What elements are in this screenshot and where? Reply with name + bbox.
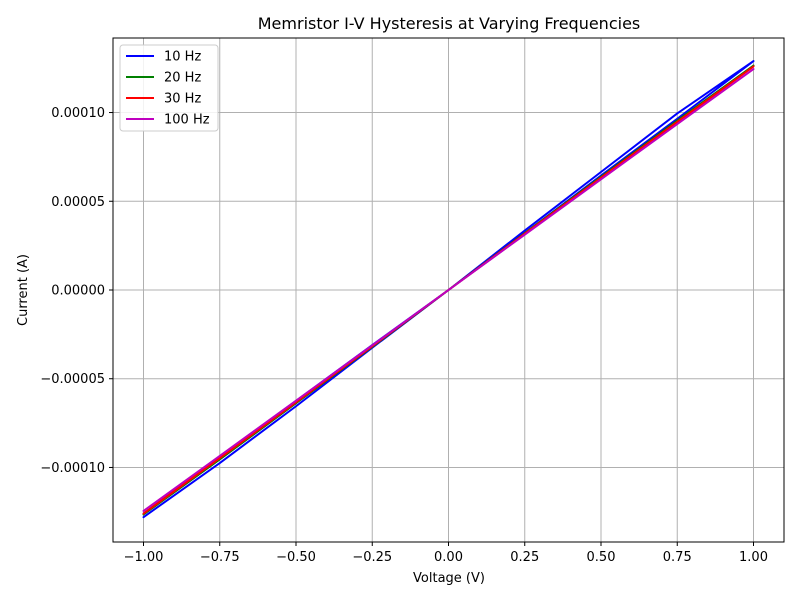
x-tick-label: 0.25	[510, 550, 539, 565]
x-tick-label: 0.00	[434, 550, 463, 565]
y-tick-label: −0.00005	[40, 372, 105, 387]
y-tick-label: 0.00000	[51, 284, 105, 299]
y-tick-label: 0.00005	[51, 195, 105, 210]
legend-label: 100 Hz	[164, 113, 210, 128]
x-tick-label: 1.00	[739, 550, 768, 565]
x-tick-label: −1.00	[124, 550, 164, 565]
y-axis-ticks: −0.00010 −0.00005 0.00000 0.00005 0.00010	[40, 106, 113, 476]
y-tick-label: 0.00010	[51, 106, 105, 121]
y-axis-label: Current (A)	[16, 254, 31, 326]
x-tick-label: −0.25	[352, 550, 392, 565]
x-tick-label: 0.50	[587, 550, 616, 565]
x-tick-label: −0.75	[200, 550, 240, 565]
series-layer	[142, 60, 755, 519]
legend: 10 Hz 20 Hz 30 Hz 100 Hz	[119, 44, 219, 132]
x-tick-label: −0.50	[276, 550, 316, 565]
x-axis-label: Voltage (V)	[413, 571, 485, 586]
legend-label: 30 Hz	[164, 92, 201, 107]
series-line-100-hz	[142, 68, 755, 512]
legend-label: 20 Hz	[164, 71, 201, 86]
legend-label: 10 Hz	[164, 50, 201, 65]
y-tick-label: −0.00010	[40, 461, 105, 476]
legend-box	[119, 44, 219, 132]
chart-title: Memristor I-V Hysteresis at Varying Freq…	[258, 14, 641, 33]
x-axis-ticks: −1.00 −0.75 −0.50 −0.25 0.00 0.25 0.50 0.75 1.00	[124, 542, 768, 565]
x-tick-label: 0.75	[663, 550, 692, 565]
